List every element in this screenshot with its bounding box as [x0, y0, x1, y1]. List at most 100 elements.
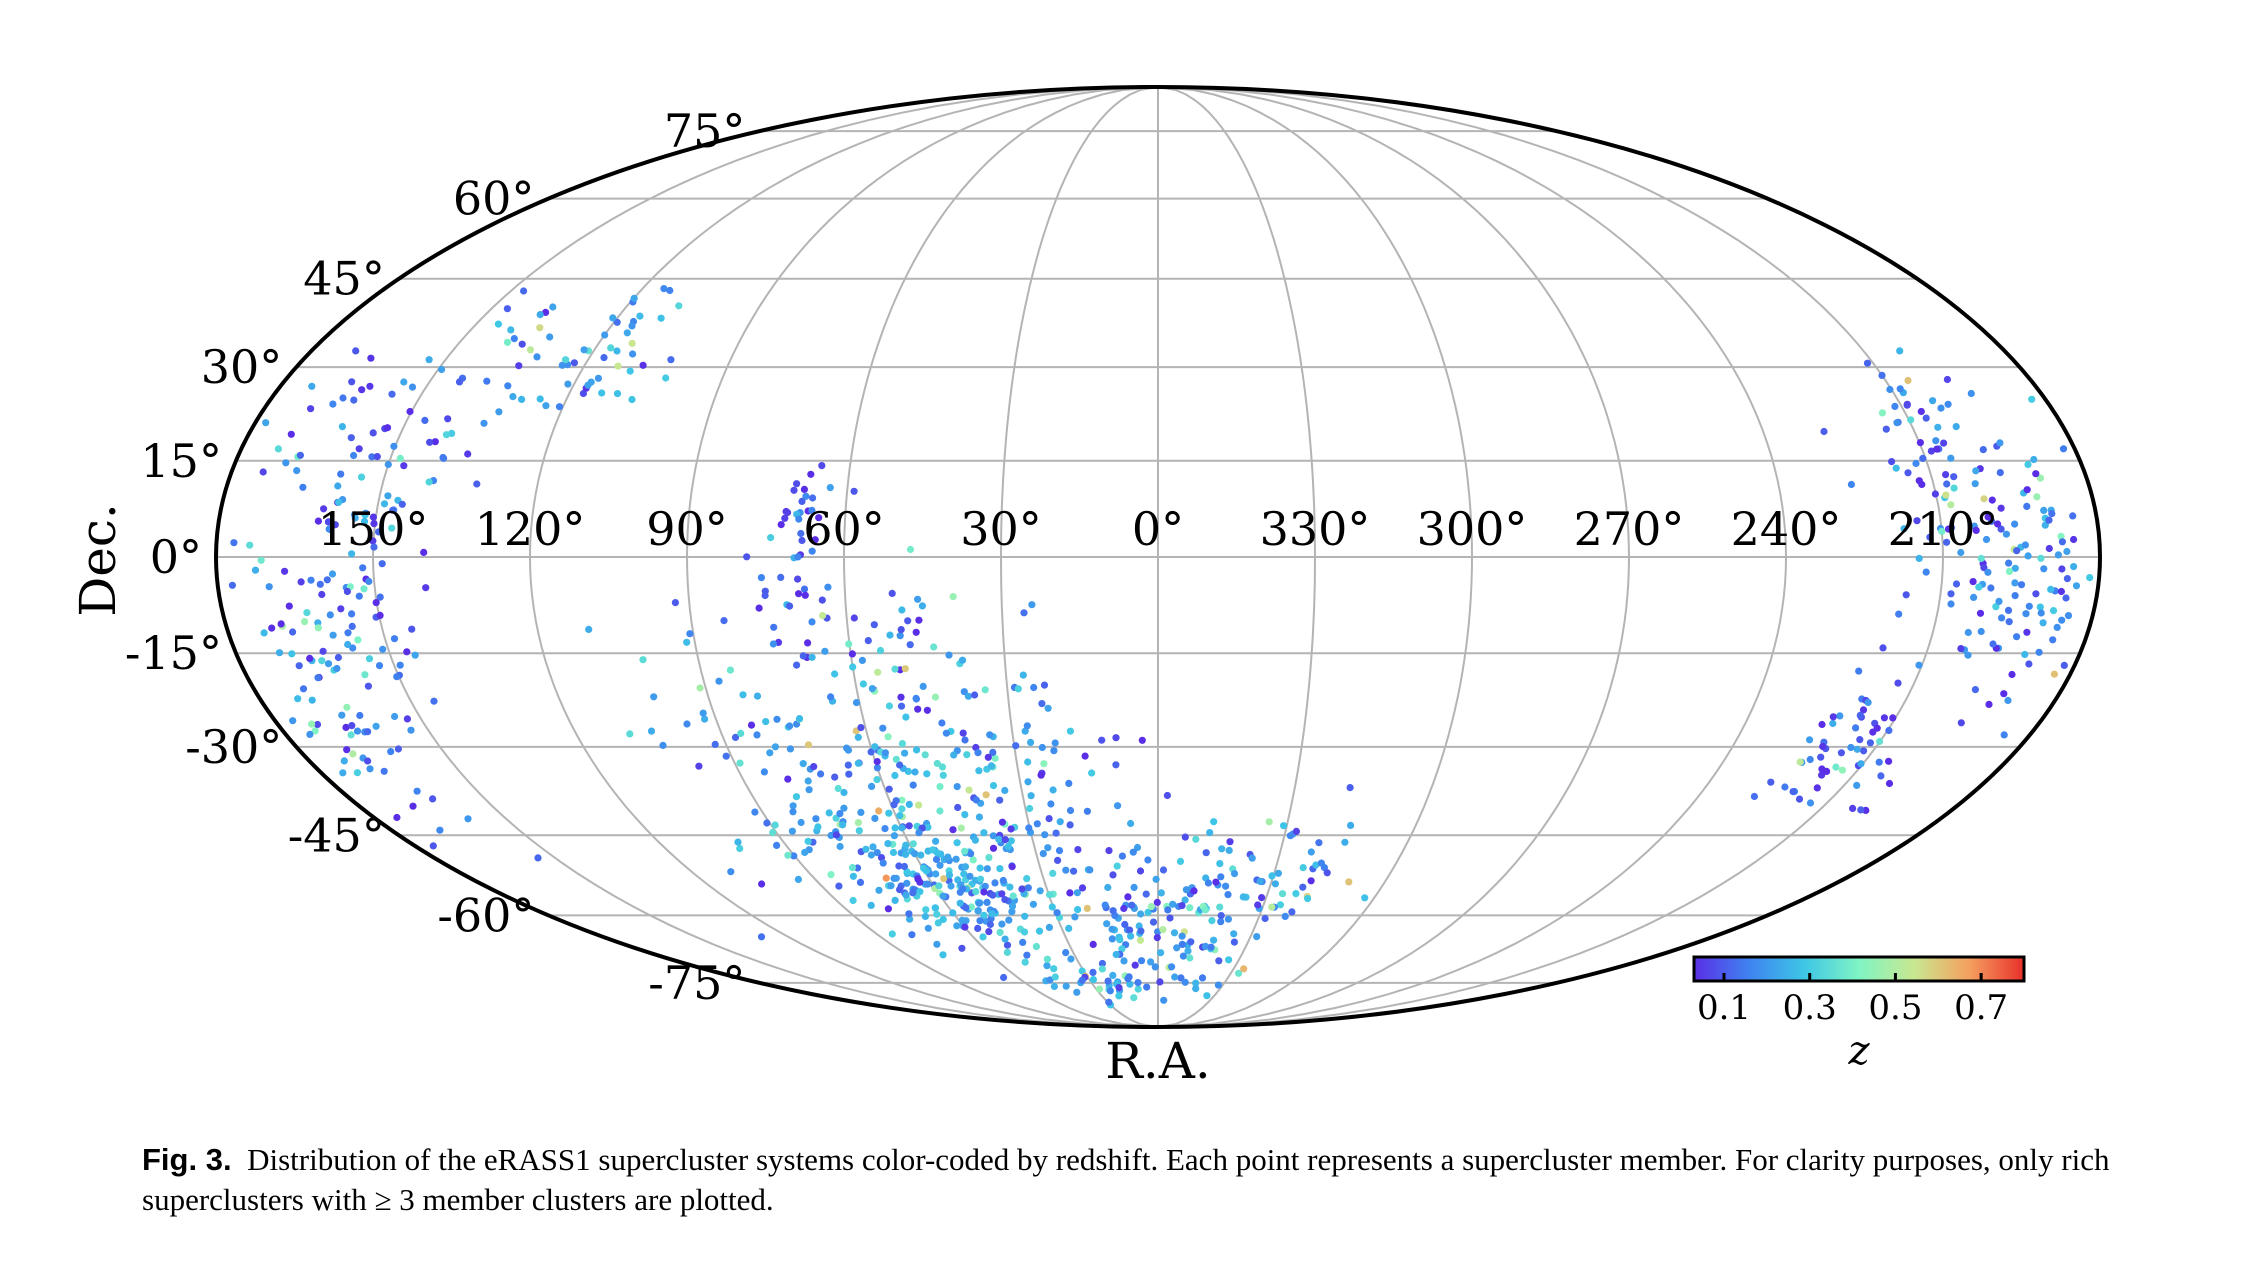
- supercluster-member-point: [282, 459, 290, 467]
- supercluster-member-point: [786, 722, 794, 730]
- supercluster-member-point: [1053, 909, 1061, 917]
- supercluster-member-point: [777, 573, 785, 582]
- supercluster-member-point: [961, 923, 969, 931]
- supercluster-member-point: [971, 836, 980, 844]
- supercluster-member-point: [1230, 870, 1239, 878]
- supercluster-member-point: [814, 823, 822, 831]
- supercluster-member-point: [976, 917, 984, 925]
- supercluster-member-point: [1046, 976, 1054, 984]
- supercluster-member-point: [1121, 920, 1129, 929]
- supercluster-member-point: [1767, 778, 1775, 786]
- supercluster-member-point: [974, 749, 982, 757]
- supercluster-member-point: [864, 637, 872, 645]
- supercluster-member-point: [2005, 567, 2013, 576]
- supercluster-member-point: [1813, 784, 1821, 792]
- supercluster-member-point: [734, 838, 742, 846]
- supercluster-member-point: [1950, 473, 1958, 481]
- supercluster-member-point: [930, 643, 938, 651]
- supercluster-member-point: [793, 661, 801, 669]
- supercluster-member-point: [2008, 670, 2016, 679]
- supercluster-member-point: [987, 762, 996, 770]
- supercluster-member-point: [786, 602, 794, 610]
- supercluster-member-point: [549, 303, 557, 311]
- supercluster-member-point: [383, 424, 392, 432]
- supercluster-member-point: [1922, 568, 1930, 576]
- supercluster-member-point: [867, 748, 875, 756]
- supercluster-member-point: [1847, 480, 1855, 489]
- supercluster-member-point: [897, 626, 905, 634]
- supercluster-member-point: [962, 904, 970, 912]
- supercluster-member-point: [351, 514, 359, 522]
- supercluster-member-point: [2005, 559, 2013, 567]
- supercluster-member-point: [1984, 513, 1992, 521]
- supercluster-member-point: [326, 611, 334, 619]
- supercluster-member-point: [2040, 565, 2048, 573]
- dec-tick-label: 75°: [664, 104, 746, 158]
- supercluster-member-point: [1855, 667, 1863, 675]
- supercluster-member-point: [857, 724, 865, 732]
- supercluster-member-point: [1127, 819, 1135, 828]
- supercluster-member-point: [812, 815, 820, 823]
- supercluster-member-point: [935, 882, 943, 890]
- supercluster-member-point: [1913, 517, 1921, 525]
- supercluster-member-point: [963, 751, 971, 759]
- supercluster-member-point: [1152, 875, 1160, 883]
- supercluster-member-point: [998, 920, 1006, 928]
- supercluster-member-point: [1065, 779, 1073, 788]
- supercluster-member-point: [2057, 587, 2065, 596]
- supercluster-member-point: [1877, 772, 1885, 780]
- supercluster-member-point: [555, 403, 564, 411]
- supercluster-member-point: [1029, 900, 1037, 908]
- supercluster-member-point: [870, 621, 878, 629]
- supercluster-member-point: [1001, 935, 1009, 943]
- supercluster-member-point: [1947, 454, 1955, 462]
- supercluster-member-point: [314, 674, 322, 682]
- supercluster-member-point: [536, 324, 544, 332]
- supercluster-member-point: [1837, 749, 1845, 757]
- supercluster-member-point: [953, 783, 961, 791]
- supercluster-member-point: [996, 928, 1004, 937]
- supercluster-member-point: [1781, 783, 1789, 791]
- supercluster-member-point: [1049, 786, 1057, 794]
- supercluster-member-point: [464, 450, 472, 458]
- dec-tick-label: -75°: [648, 956, 745, 1010]
- supercluster-member-point: [365, 577, 373, 586]
- supercluster-member-point: [905, 800, 913, 809]
- supercluster-member-point: [1114, 802, 1122, 810]
- supercluster-member-point: [1153, 934, 1161, 942]
- supercluster-member-point: [1112, 950, 1120, 959]
- supercluster-member-point: [1996, 439, 2004, 447]
- supercluster-member-point: [1248, 854, 1256, 862]
- supercluster-member-point: [1088, 769, 1096, 777]
- supercluster-member-point: [1896, 385, 1904, 393]
- supercluster-member-point: [900, 862, 909, 871]
- supercluster-member-point: [1829, 719, 1837, 728]
- supercluster-member-point: [1226, 838, 1234, 846]
- supercluster-member-point: [1021, 912, 1029, 920]
- supercluster-member-point: [848, 650, 857, 658]
- supercluster-member-point: [904, 617, 912, 625]
- supercluster-member-point: [352, 347, 360, 355]
- supercluster-member-point: [844, 761, 852, 769]
- supercluster-member-point: [378, 560, 386, 568]
- supercluster-member-point: [598, 389, 606, 397]
- supercluster-member-point: [798, 497, 806, 505]
- supercluster-member-point: [628, 339, 636, 347]
- supercluster-member-point: [411, 651, 419, 659]
- supercluster-member-point: [355, 592, 363, 600]
- supercluster-member-point: [1323, 869, 1331, 877]
- supercluster-member-point: [1964, 651, 1972, 659]
- supercluster-member-point: [924, 924, 932, 932]
- supercluster-member-point: [2064, 612, 2073, 620]
- supercluster-member-point: [319, 647, 327, 655]
- supercluster-member-point: [1109, 971, 1117, 980]
- supercluster-member-point: [897, 702, 906, 710]
- colorbar-ticks: 0.1 0.3 0.5 0.7: [1697, 973, 2008, 1028]
- supercluster-member-point: [1934, 423, 1942, 431]
- supercluster-member-point: [945, 651, 953, 659]
- supercluster-member-point: [407, 726, 415, 734]
- supercluster-member-point: [1108, 925, 1116, 933]
- supercluster-member-point: [852, 699, 861, 707]
- supercluster-member-point: [954, 803, 962, 812]
- supercluster-member-point: [1086, 866, 1094, 874]
